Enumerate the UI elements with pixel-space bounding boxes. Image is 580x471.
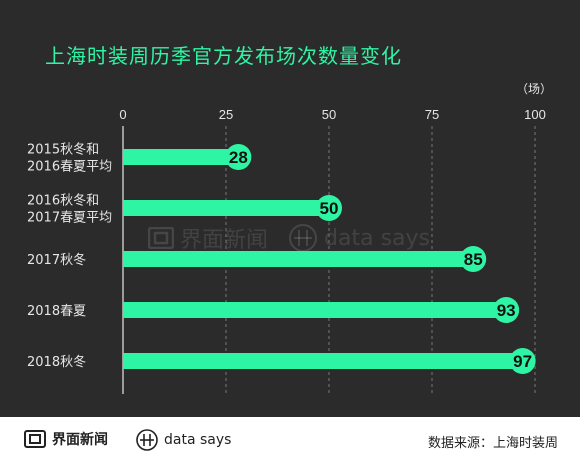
category-label: 2016春夏平均 [27, 160, 112, 175]
brand-logo-icon [24, 430, 46, 448]
data-label: 50 [320, 199, 339, 218]
bar-end-circle [493, 297, 520, 323]
footer-partner: data says [136, 429, 231, 451]
chart-card: 上海时装周历季官方发布场次数量变化 （场） 界面新闻 data says 0 25… [0, 0, 580, 417]
category-label: 2017秋冬 [27, 252, 86, 268]
x-tick-label: 0 [119, 107, 126, 122]
category-label: 2017春夏平均 [27, 211, 112, 226]
source-note: 数据来源：上海时装周 [427, 436, 558, 451]
bar [123, 353, 523, 369]
category-label: 2018春夏 [27, 304, 86, 319]
bar-end-circle [460, 246, 487, 272]
chart-title: 上海时装周历季官方发布场次数量变化 [45, 44, 402, 68]
bar [123, 302, 507, 318]
category-label: 2015秋冬和 [27, 142, 99, 158]
x-tick-label: 25 [219, 107, 233, 122]
category-label: 2018秋冬 [27, 354, 86, 370]
footer: 界面新闻 data says 数据来源：上海时装周 [0, 417, 580, 471]
x-tick-label: 100 [524, 107, 546, 122]
data-label: 97 [513, 352, 532, 371]
bar [123, 200, 329, 216]
bar-end-circle [316, 195, 342, 221]
x-tick-label: 50 [322, 107, 336, 122]
data-label: 93 [497, 301, 516, 320]
data-label: 85 [464, 250, 483, 269]
data-says-logo-icon [136, 429, 158, 451]
unit-label: （场） [516, 82, 553, 96]
bar [123, 149, 239, 165]
data-label: 28 [229, 148, 248, 167]
footer-partner-name: data says [164, 432, 232, 448]
bar [123, 251, 474, 267]
category-label: 2016秋冬和 [27, 193, 99, 209]
bar-end-circle [509, 348, 536, 374]
x-tick-label: 75 [425, 107, 439, 122]
bar-end-circle [225, 144, 252, 170]
footer-brand: 界面新闻 [24, 429, 108, 449]
footer-brand-name: 界面新闻 [52, 432, 108, 448]
bar-chart: 0 25 50 75 100 28 2015秋冬和 2016春夏平均 50 2016秋冬和 2017… [27, 107, 546, 394]
